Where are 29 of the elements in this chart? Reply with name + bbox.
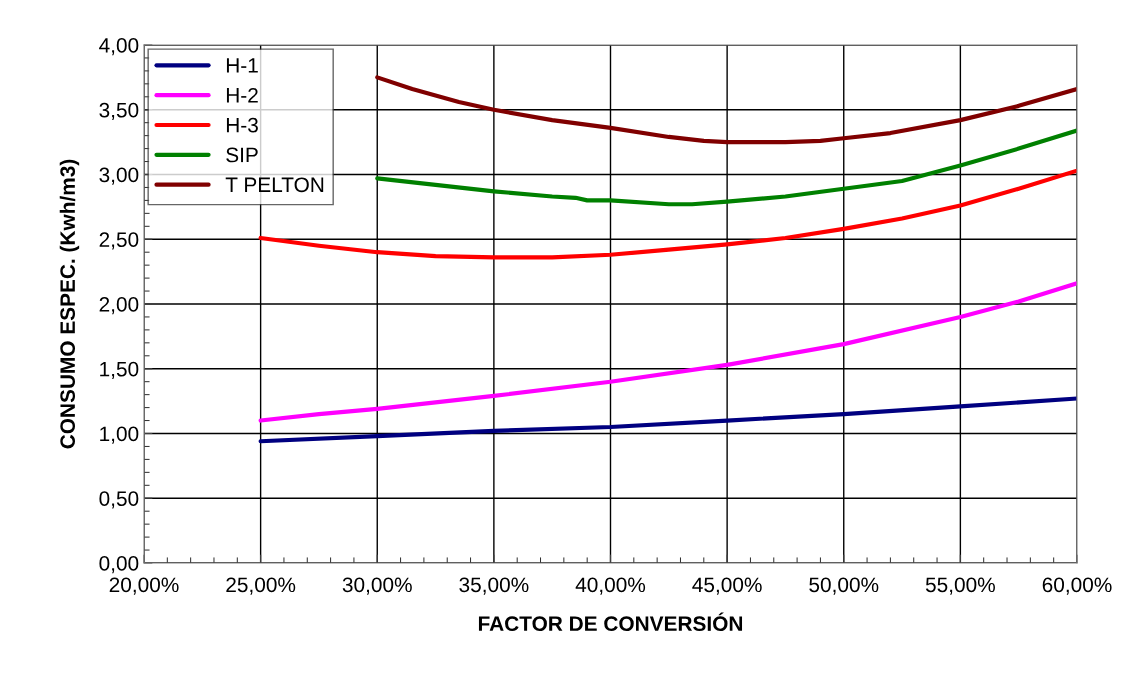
x-tick-label: 40,00% — [575, 577, 646, 595]
y-tick-label: 1,50 — [100, 361, 139, 379]
legend-label: T PELTON — [225, 177, 324, 193]
y-tick-label: 3,00 — [99, 167, 139, 185]
legend-label: SIP — [226, 147, 258, 163]
x-tick-label: 60,00% — [1042, 577, 1112, 595]
x-tick-label: 35,00% — [459, 577, 529, 595]
x-tick-label: 30,00% — [342, 577, 412, 595]
y-tick-label: 1,00 — [100, 426, 139, 444]
line-series — [375, 75, 1077, 145]
x-tick-label: 20,00% — [109, 577, 179, 595]
x-tick-label: 25,00% — [226, 577, 296, 595]
x-tick-label: 50,00% — [809, 577, 879, 595]
y-tick-label: 3,50 — [99, 102, 139, 120]
y-tick-label: 4,00 — [99, 38, 139, 56]
legend-label: H-1 — [226, 58, 258, 73]
y-axis-title: CONSUMO ESPEC. (Kwh/m3) — [59, 159, 80, 449]
line-series — [258, 396, 1077, 444]
x-axis-title: FACTOR DE CONVERSIÓN — [478, 612, 743, 632]
legend-label: H-3 — [226, 117, 258, 133]
y-tick-label: 0,50 — [99, 491, 139, 509]
x-tick-label: 55,00% — [925, 577, 995, 595]
y-tick-label: 2,00 — [99, 297, 139, 315]
y-tick-label: 2,50 — [99, 232, 139, 250]
x-tick-label: 45,00% — [692, 577, 762, 595]
line-series — [258, 281, 1077, 423]
legend-label: H-2 — [226, 87, 258, 103]
line-series — [375, 128, 1077, 207]
y-tick-label: 0,00 — [99, 556, 139, 574]
